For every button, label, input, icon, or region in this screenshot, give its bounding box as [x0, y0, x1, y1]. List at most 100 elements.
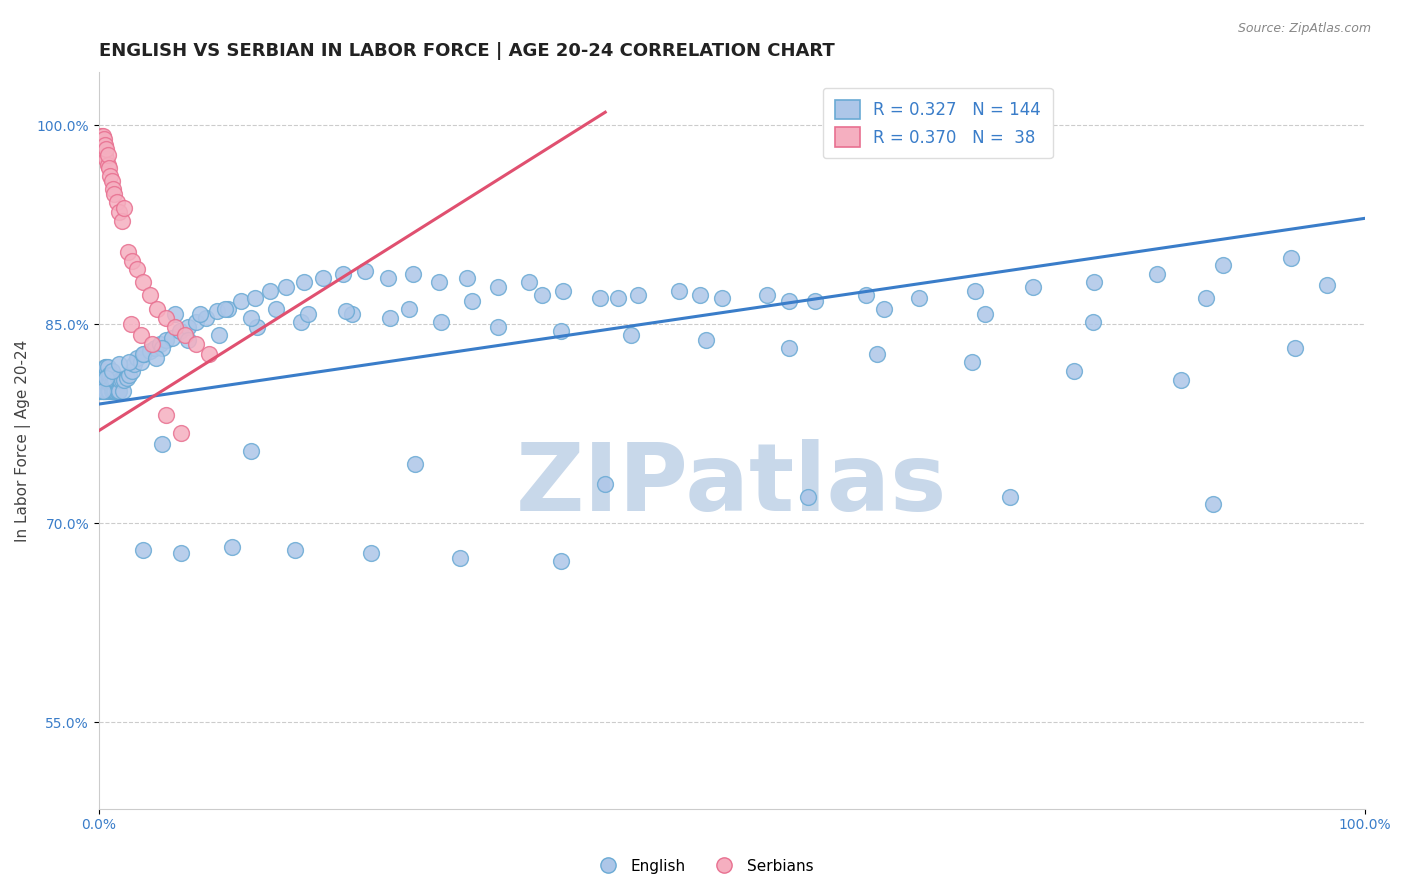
Point [96, 368, 118, 382]
Point [297, 307, 319, 321]
Point [1212, 258, 1234, 272]
Point [449, 551, 471, 566]
Point [97, 359, 120, 374]
Point [121, 253, 143, 268]
Point [550, 553, 572, 567]
Point [176, 320, 198, 334]
Point [121, 364, 143, 378]
Text: Source: ZipAtlas.com: Source: ZipAtlas.com [1237, 22, 1371, 36]
Point [93, 384, 115, 398]
Point [94, 138, 117, 153]
Point [89, 132, 111, 146]
Point [155, 334, 177, 348]
Point [963, 285, 986, 299]
Point [530, 288, 553, 302]
Point [98, 169, 121, 183]
Point [186, 315, 208, 329]
Point [710, 291, 733, 305]
Point [264, 301, 287, 316]
Point [132, 346, 155, 360]
Point [332, 267, 354, 281]
Point [103, 376, 125, 390]
Point [108, 357, 131, 371]
Point [312, 271, 335, 285]
Point [1022, 280, 1045, 294]
Point [138, 288, 160, 302]
Point [1083, 275, 1105, 289]
Point [110, 373, 132, 387]
Point [132, 275, 155, 289]
Point [105, 195, 128, 210]
Point [91, 384, 114, 398]
Point [132, 543, 155, 558]
Point [91, 373, 114, 387]
Point [111, 373, 134, 387]
Point [97, 384, 120, 398]
Point [96, 152, 118, 166]
Point [100, 376, 122, 390]
Point [150, 342, 173, 356]
Point [94, 376, 117, 390]
Point [169, 324, 191, 338]
Point [908, 291, 931, 305]
Point [93, 373, 115, 387]
Point [89, 384, 111, 398]
Point [100, 174, 122, 188]
Point [111, 214, 134, 228]
Point [90, 384, 112, 398]
Point [96, 370, 118, 384]
Point [103, 187, 125, 202]
Point [104, 373, 127, 387]
Point [91, 138, 114, 153]
Point [1316, 277, 1339, 292]
Point [94, 359, 117, 374]
Point [778, 293, 800, 308]
Point [402, 267, 425, 281]
Point [112, 373, 135, 387]
Point [198, 346, 221, 360]
Point [377, 271, 399, 285]
Point [101, 384, 124, 398]
Point [97, 368, 120, 382]
Point [101, 376, 124, 390]
Point [208, 328, 231, 343]
Point [94, 368, 117, 382]
Point [91, 384, 114, 398]
Point [150, 437, 173, 451]
Point [974, 307, 997, 321]
Y-axis label: In Labor Force | Age 20-24: In Labor Force | Age 20-24 [15, 340, 31, 541]
Point [239, 310, 262, 325]
Point [606, 291, 628, 305]
Point [292, 275, 315, 289]
Point [97, 158, 120, 172]
Point [105, 384, 128, 398]
Point [98, 376, 121, 390]
Point [90, 373, 112, 387]
Point [90, 129, 112, 144]
Point [101, 182, 124, 196]
Point [550, 324, 572, 338]
Point [138, 344, 160, 359]
Point [1081, 315, 1104, 329]
Point [96, 359, 118, 374]
Point [593, 476, 616, 491]
Point [1279, 251, 1302, 265]
Point [141, 337, 163, 351]
Point [170, 546, 193, 560]
Point [91, 364, 114, 378]
Point [589, 291, 612, 305]
Point [1284, 342, 1306, 356]
Point [100, 368, 122, 382]
Point [284, 543, 307, 558]
Point [118, 368, 141, 382]
Legend: English, Serbians: English, Serbians [586, 853, 820, 880]
Point [217, 301, 239, 316]
Point [96, 142, 118, 156]
Point [100, 384, 122, 398]
Point [214, 301, 236, 316]
Point [145, 351, 167, 365]
Text: ENGLISH VS SERBIAN IN LABOR FORCE | AGE 20-24 CORRELATION CHART: ENGLISH VS SERBIAN IN LABOR FORCE | AGE … [98, 42, 835, 60]
Point [276, 280, 298, 294]
Point [93, 132, 115, 146]
Point [96, 376, 118, 390]
